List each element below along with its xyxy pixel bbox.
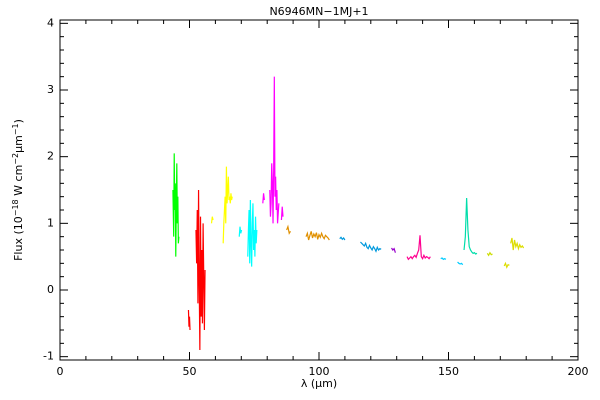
plot-area xyxy=(172,76,525,351)
spectrum-segment xyxy=(440,257,447,261)
y-axis-label-part: −1 xyxy=(11,123,20,135)
x-tick-label: 0 xyxy=(57,365,64,378)
y-axis-label-part: ) xyxy=(12,119,25,123)
y-tick-label: 2 xyxy=(47,150,54,163)
x-tick-label: 150 xyxy=(438,365,459,378)
x-tick-label: 100 xyxy=(309,365,330,378)
chart-title: N6946MN−1MJ+1 xyxy=(269,5,368,18)
y-axis-label-part: −18 xyxy=(11,199,20,216)
spectrum-segment xyxy=(222,166,233,244)
y-tick-label: 3 xyxy=(47,83,54,96)
spectrum-segment xyxy=(510,237,525,251)
spectrum-segment xyxy=(210,216,214,224)
spectrum-segment xyxy=(486,251,493,257)
x-axis-label: λ (μm) xyxy=(301,377,337,390)
spectrum-segment xyxy=(280,206,284,221)
spectrum-segment xyxy=(406,235,431,261)
spectrum-segment xyxy=(172,153,180,257)
spectrum-segment xyxy=(262,193,265,204)
spectrum-segment xyxy=(360,241,382,253)
spectrum-segment xyxy=(305,231,330,241)
spectrum-segment xyxy=(503,261,510,269)
x-tick-label: 50 xyxy=(183,365,197,378)
y-axis-label-part: Flux (10 xyxy=(12,216,25,261)
spectrum-segment xyxy=(195,189,206,351)
spectrum-segment xyxy=(286,224,292,235)
spectrum-segment xyxy=(187,309,191,331)
y-axis-label-part: μm xyxy=(12,135,25,153)
y-tick-label: 0 xyxy=(47,283,54,296)
spectrum-segment xyxy=(457,261,464,266)
y-axis-label-part: −2 xyxy=(11,153,20,165)
x-tick-label: 200 xyxy=(568,365,589,378)
y-tick-label: -1 xyxy=(43,350,54,363)
y-tick-label: 1 xyxy=(47,216,54,229)
spectrum-segment xyxy=(247,199,258,267)
spectrum-segment xyxy=(238,226,243,237)
spectrum-segment xyxy=(339,236,346,241)
y-tick-label: 4 xyxy=(47,16,54,29)
spectrum-segment xyxy=(391,247,396,253)
spectrum-segment xyxy=(463,197,478,255)
y-axis-label: Flux (10−18 W cm−2μm−1) xyxy=(11,119,26,261)
spectrum-segment xyxy=(269,76,280,224)
y-axis-label-part: W cm xyxy=(12,165,25,200)
